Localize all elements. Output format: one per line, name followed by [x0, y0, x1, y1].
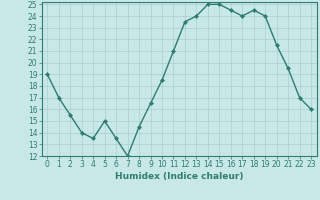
X-axis label: Humidex (Indice chaleur): Humidex (Indice chaleur) — [115, 172, 244, 181]
